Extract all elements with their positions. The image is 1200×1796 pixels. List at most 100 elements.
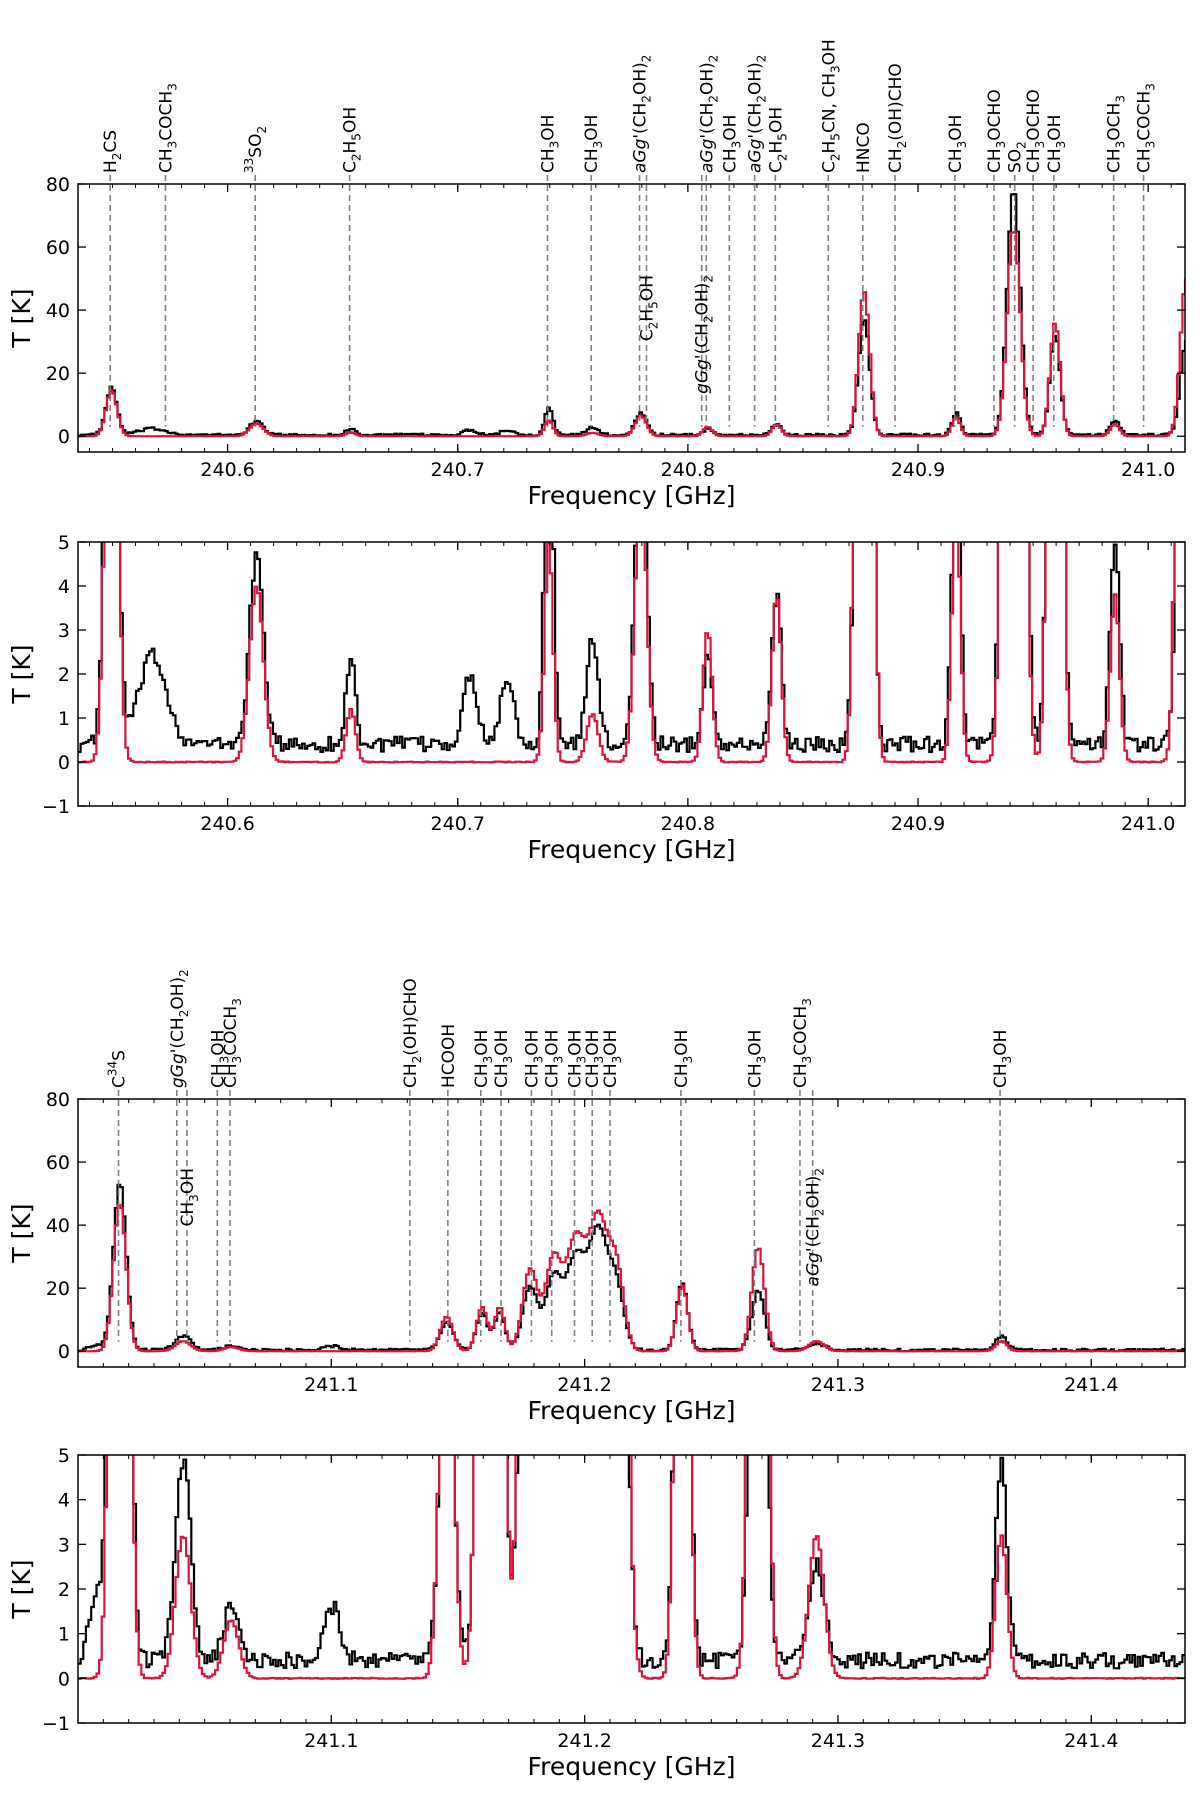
plot-frame <box>77 183 1186 453</box>
x-axis-title: Frequency [GHz] <box>528 1752 736 1781</box>
molecule-label: C2H5OH <box>766 107 789 173</box>
molecule-label: CH3OH <box>601 1030 624 1088</box>
x-tick-label: 241.3 <box>811 1374 865 1396</box>
x-tick-label: 241.2 <box>557 1730 611 1752</box>
molecule-label: CH3OH <box>672 1030 695 1088</box>
x-tick-label: 240.7 <box>431 459 485 481</box>
y-tick-label: 5 <box>58 1445 70 1467</box>
x-axis-title: Frequency [GHz] <box>528 1396 736 1425</box>
molecule-label: CH3OH <box>720 115 743 173</box>
x-tick-label: 241.3 <box>811 1730 865 1752</box>
molecule-label: CH3COCH3 <box>221 998 244 1088</box>
x-tick-label: 241.4 <box>1064 1374 1118 1396</box>
molecule-label: CH3OH <box>582 115 605 173</box>
panel-p4: 241.1 241.2 241.3 241.4 −1 0 1 2 3 4 5 Frequency [G… <box>7 1445 1186 1781</box>
x-tick-label: 240.8 <box>661 459 715 481</box>
molecule-label: aGg'(CH2OH)2 <box>697 55 720 173</box>
molecule-label: CH3OCH3 <box>1105 95 1128 173</box>
molecule-label: C2H5CN, CH3OH <box>819 39 842 173</box>
molecule-label: SO2 <box>1006 141 1029 173</box>
molecule-label: CH3OH <box>566 1030 589 1088</box>
series-observed <box>78 1455 1185 1670</box>
y-tick-label: 0 <box>58 426 70 448</box>
y-tick-label: 2 <box>58 664 70 686</box>
molecule-label: C34S <box>106 1050 130 1088</box>
molecule-label: CH3COCH3 <box>791 998 814 1088</box>
molecule-label: CH3OCHO <box>1024 89 1047 173</box>
molecule-label: CH3OH <box>178 1168 201 1226</box>
molecule-label: CH3OH <box>538 115 561 173</box>
y-tick-label: 60 <box>46 1152 70 1174</box>
y-tick-label: 0 <box>58 1341 70 1363</box>
molecule-label: aGg'(CH2OH)2 <box>746 55 769 173</box>
x-tick-label: 241.4 <box>1064 1730 1118 1752</box>
y-tick-label: 60 <box>46 237 70 259</box>
x-tick-label: 241.1 <box>304 1730 358 1752</box>
molecule-label: CH2(OH)CHO <box>886 63 909 173</box>
molecule-label: CH3OH <box>522 1030 545 1088</box>
y-axis-title: T [K] <box>7 288 36 348</box>
molecule-label: CH3COCH3 <box>156 83 179 173</box>
y-axis-title: T [K] <box>7 644 36 704</box>
molecule-label: gGg'(CH2OH)2 <box>168 969 191 1088</box>
x-tick-label: 240.9 <box>891 459 945 481</box>
y-tick-label: −1 <box>42 1713 70 1735</box>
molecule-label: C2H5OH <box>637 275 660 341</box>
molecule-label: HCOOH <box>439 1024 459 1088</box>
x-tick-label: 240.9 <box>891 813 945 835</box>
molecule-label: CH3OH <box>745 1030 768 1088</box>
molecule-label: C2H5OH <box>341 107 364 173</box>
molecule-label: CH3OH <box>492 1030 515 1088</box>
x-tick-label: 240.6 <box>200 459 254 481</box>
series-model <box>78 231 1185 438</box>
y-axis-title: T [K] <box>7 1203 36 1263</box>
molecule-label: CH3OH <box>472 1030 495 1088</box>
molecule-label: CH3COCH3 <box>1135 83 1158 173</box>
molecule-label: CH3OH <box>208 1030 231 1088</box>
y-tick-label: 2 <box>58 1579 70 1601</box>
molecule-label: CH3OH <box>946 115 969 173</box>
molecule-label: CH3OCHO <box>985 89 1008 173</box>
y-tick-label: 80 <box>46 174 70 196</box>
y-tick-label: 20 <box>46 1278 70 1300</box>
panel-p1: 240.6 240.7 240.8 240.9 241.0 0 20 40 60 80 Freque… <box>7 39 1186 510</box>
x-axis-title: Frequency [GHz] <box>528 835 736 864</box>
y-tick-label: 80 <box>46 1089 70 1111</box>
series-observed <box>78 1183 1185 1353</box>
y-tick-label: 4 <box>58 576 70 598</box>
molecule-label: CH2(OH)CHO <box>401 978 424 1088</box>
y-tick-label: 1 <box>58 708 70 730</box>
y-tick-label: 0 <box>58 1668 70 1690</box>
molecule-label: aGg'(CH2OH)2 <box>631 55 654 173</box>
y-tick-label: 40 <box>46 300 70 322</box>
y-axis-title: T [K] <box>7 1559 36 1619</box>
molecule-label: gGg'(CH2OH)2 <box>693 275 716 394</box>
x-tick-label: 240.8 <box>661 813 715 835</box>
series-observed <box>78 542 1176 754</box>
x-tick-label: 241.0 <box>1121 813 1175 835</box>
molecule-label: H2CS <box>101 130 124 173</box>
panel-p3: 241.1 241.2 241.3 241.4 0 20 40 60 80 Frequency [… <box>7 969 1186 1425</box>
molecule-label: CH3OH <box>543 1030 566 1088</box>
series-model <box>78 1455 1185 1680</box>
y-tick-label: 40 <box>46 1215 70 1237</box>
series-model <box>78 542 1176 764</box>
panel-p2: 240.6 240.7 240.8 240.9 241.0 −1 0 1 2 3 4 5 Frequen… <box>7 532 1186 864</box>
plot-frame <box>77 1098 1186 1368</box>
molecule-label: 33SO2 <box>242 126 269 173</box>
x-axis-title: Frequency [GHz] <box>528 481 736 510</box>
y-tick-label: 1 <box>58 1624 70 1646</box>
x-tick-label: 241.0 <box>1121 459 1175 481</box>
molecule-label: CH3OH <box>583 1030 606 1088</box>
molecule-label: aGg'(CH2OH)2 <box>804 1168 827 1286</box>
y-tick-label: 3 <box>58 620 70 642</box>
y-tick-label: 3 <box>58 1534 70 1556</box>
x-tick-label: 240.7 <box>431 813 485 835</box>
y-tick-label: 5 <box>58 532 70 554</box>
series-observed <box>78 193 1185 438</box>
y-tick-label: 4 <box>58 1490 70 1512</box>
series-model <box>78 1203 1185 1353</box>
y-tick-label: 0 <box>58 752 70 774</box>
molecule-label: HNCO <box>854 122 874 173</box>
